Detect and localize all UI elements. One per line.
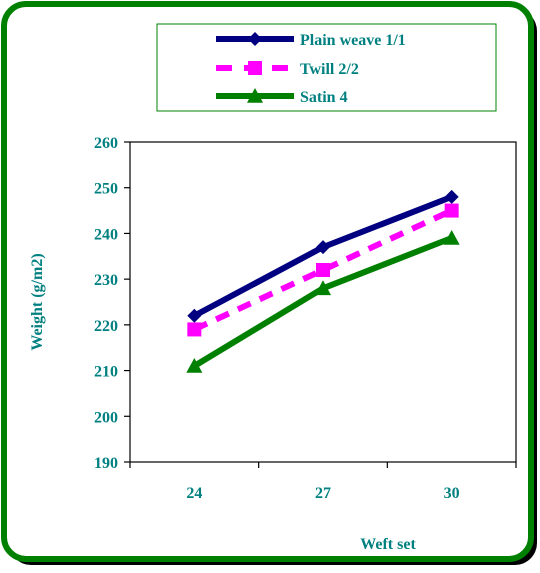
legend-label: Twill 2/2 <box>300 61 359 78</box>
y-tick-label: 260 <box>94 135 118 152</box>
data-point <box>187 308 202 323</box>
legend-box <box>156 23 497 112</box>
y-tick-label: 210 <box>94 364 118 381</box>
y-tick-label: 230 <box>94 272 118 289</box>
data-point <box>316 240 330 255</box>
legend-label: Plain weave 1/1 <box>300 32 406 49</box>
data-point <box>315 280 331 296</box>
data-point <box>444 203 459 218</box>
data-point <box>186 358 203 373</box>
data-point <box>316 263 330 277</box>
plot-frame <box>129 141 517 463</box>
y-tick-label: 190 <box>94 455 118 472</box>
x-tick-label: 30 <box>444 485 460 502</box>
y-axis-title: Weight (g/m2) <box>29 253 46 350</box>
plot-area: 190 200 210 220 230 240 250 260 24 27 30 <box>94 135 517 502</box>
x-tick-label: 24 <box>186 485 202 502</box>
legend: Plain weave 1/1 Twill 2/2 Satin 4 <box>156 23 497 112</box>
y-tick-label: 250 <box>94 181 118 198</box>
series-layer <box>186 189 460 373</box>
legend-items: Plain weave 1/1 Twill 2/2 Satin 4 <box>216 32 406 106</box>
data-point <box>443 230 460 245</box>
data-point <box>248 61 262 75</box>
data-point <box>187 322 202 337</box>
data-point <box>248 32 262 46</box>
x-tick-label: 27 <box>315 485 331 502</box>
x-axis-title: Weft set <box>360 536 416 553</box>
data-point <box>247 88 263 103</box>
y-tick-label: 200 <box>94 409 118 426</box>
legend-label: Satin 4 <box>300 89 348 106</box>
y-tick-label: 240 <box>94 226 118 243</box>
y-axis: 190 200 210 220 230 240 250 260 <box>94 135 130 472</box>
y-tick-label: 220 <box>94 318 118 335</box>
x-axis: 24 27 30 <box>129 462 517 502</box>
data-point <box>444 189 459 204</box>
